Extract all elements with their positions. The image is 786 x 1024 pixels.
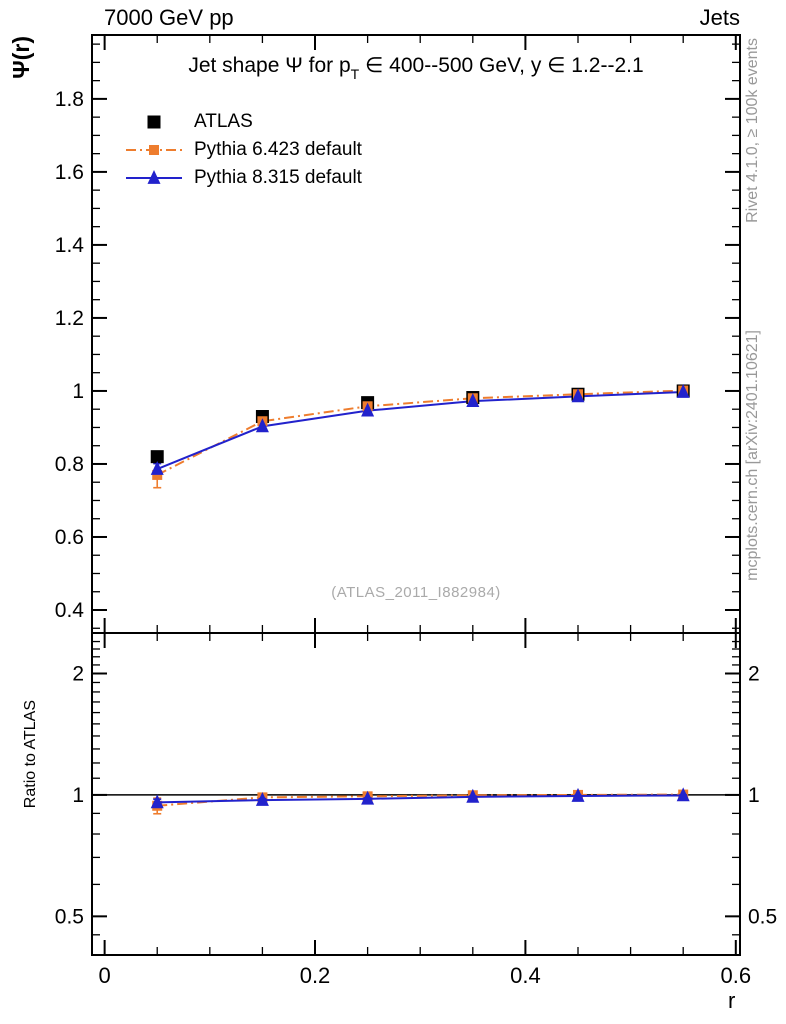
legend-marker-square [126,145,182,155]
x-axis-title: r [728,988,736,1013]
ratio-axis-title: Ratio to ATLAS [22,700,39,809]
svg-text:0.8: 0.8 [55,453,84,476]
svg-text:0.5: 0.5 [55,905,84,928]
svg-text:0.6: 0.6 [720,963,751,988]
svg-text:1: 1 [72,784,84,807]
analysis-id-watermark: (ATLAS_2011_I882984) [331,584,501,601]
svg-text:2: 2 [72,662,84,685]
svg-text:1.8: 1.8 [55,88,84,111]
svg-text:0: 0 [98,963,110,988]
svg-text:0.2: 0.2 [300,963,331,988]
legend: ATLAS Pythia 6.423 default Pythia 8.315 de… [124,108,362,192]
svg-text:0.6: 0.6 [55,526,84,549]
svg-text:1.4: 1.4 [55,234,85,257]
svg-text:1: 1 [748,784,760,807]
legend-label: Pythia 6.423 default [194,139,362,160]
process-label: Jets [699,5,740,30]
svg-text:1: 1 [72,380,84,403]
legend-label: ATLAS [194,111,253,132]
svg-text:1.6: 1.6 [55,161,84,184]
legend-item-pythia-8-315-default: Pythia 8.315 default [124,164,362,192]
y-axis-title: Ψ(r) [8,36,34,79]
legend-item-atlas: ATLAS [124,108,362,136]
svg-text:0.5: 0.5 [748,905,777,928]
plot-title-subscript: T [350,66,360,82]
plot-title-pre: Jet shape Ψ for p [188,54,351,77]
mcplots-note: mcplots.cern.ch [arXiv:2401.10621] [744,330,761,581]
rivet-version-note: Rivet 4.1.0, ≥ 100k events [744,38,761,223]
svg-text:0.4: 0.4 [55,599,85,622]
legend-label: Pythia 8.315 default [194,167,362,188]
svg-text:1.2: 1.2 [55,307,84,330]
beam-info-label: 7000 GeV pp [104,5,234,30]
legend-item-pythia-6-423-default: Pythia 6.423 default [124,136,362,164]
legend-marker-square [147,115,161,129]
plot-title: Jet shape Ψ for pT ∈ 400--500 GeV, y ∈ 1… [92,53,740,82]
legend-marker-triangle [126,169,182,184]
svg-text:2: 2 [748,662,760,685]
plot-title-post: ∈ 400--500 GeV, y ∈ 1.2--2.1 [359,54,644,77]
svg-text:0.4: 0.4 [510,963,541,988]
